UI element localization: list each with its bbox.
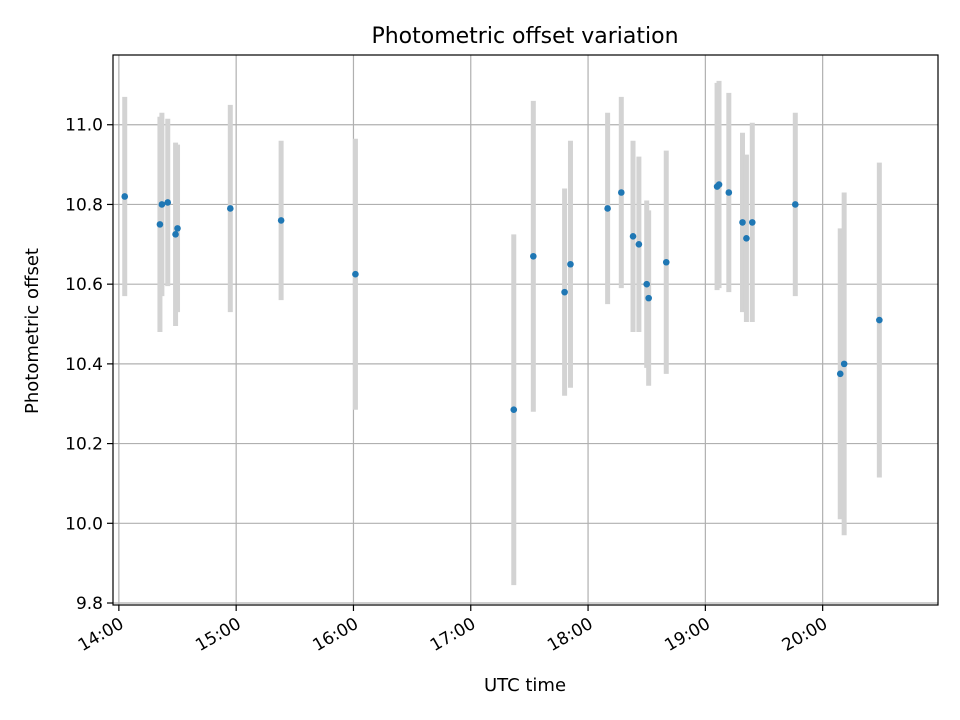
data-point: [715, 181, 723, 188]
grid: [113, 55, 938, 605]
data-point: [172, 231, 179, 238]
x-tick-label: 18:00: [544, 614, 596, 656]
x-axis-label: UTC time: [484, 675, 566, 696]
data-point: [121, 193, 129, 200]
data-point: [567, 260, 574, 268]
data-point: [743, 235, 750, 242]
data-point: [791, 201, 799, 208]
y-tick-label: 10.8: [65, 195, 103, 215]
y-tick-label: 9.8: [76, 594, 103, 614]
data-point: [226, 205, 234, 212]
x-tick-label: 17:00: [427, 614, 479, 656]
data-point: [748, 219, 756, 226]
data-point: [174, 225, 181, 232]
data-point: [645, 294, 652, 302]
x-tick-label: 14:00: [75, 614, 127, 656]
x-tick-label: 16:00: [310, 614, 362, 656]
y-tick-label: 11.0: [65, 116, 103, 136]
data-point: [876, 316, 883, 324]
data-point: [510, 406, 518, 414]
data-point: [617, 189, 625, 196]
y-tick-label: 10.0: [65, 514, 103, 534]
error-bars: [122, 80, 882, 586]
data-point: [530, 252, 537, 260]
data-point: [352, 270, 359, 278]
data-point: [156, 221, 164, 228]
y-tick-label: 10.2: [65, 435, 103, 455]
data-point: [836, 370, 844, 378]
x-tick-label: 20:00: [779, 614, 831, 656]
data-points: [121, 181, 883, 414]
x-tick-label: 19:00: [661, 614, 713, 656]
data-point: [561, 288, 568, 296]
data-point: [662, 258, 670, 266]
data-point: [629, 233, 637, 240]
data-point: [739, 219, 746, 226]
data-point: [158, 201, 166, 208]
y-tick-label: 10.4: [65, 355, 103, 375]
data-point: [604, 205, 611, 212]
data-point: [840, 360, 848, 368]
data-point: [725, 189, 733, 196]
data-point: [277, 217, 285, 224]
data-point: [164, 199, 172, 206]
data-point: [635, 241, 643, 248]
chart-title: Photometric offset variation: [371, 24, 678, 49]
data-point: [643, 280, 651, 288]
x-tick-label: 15:00: [192, 614, 244, 656]
plot-frame: [112, 54, 939, 606]
y-tick-label: 10.6: [65, 275, 103, 295]
y-axis-label: Photometric offset: [22, 248, 43, 414]
